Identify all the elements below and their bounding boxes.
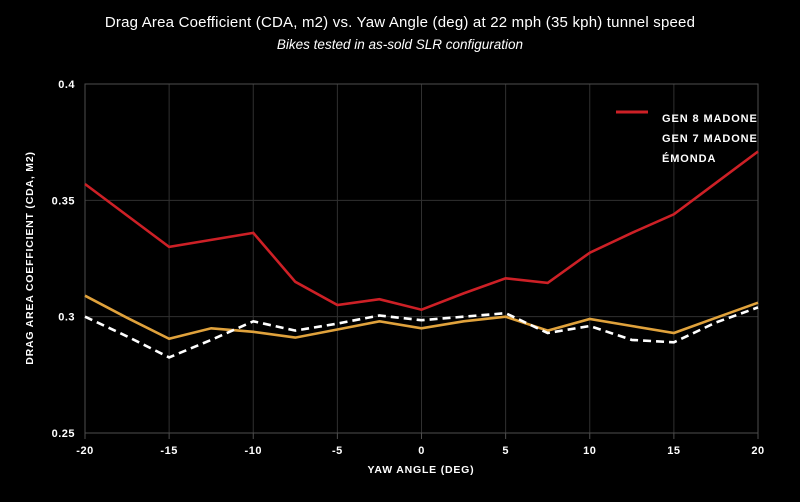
x-tick-label: 15 xyxy=(667,445,680,457)
y-tick-label: 0.3 xyxy=(58,312,75,324)
legend: GEN 8 MADONE GEN 7 MADONE ÉMONDA xyxy=(616,109,758,169)
chart-subtitle: Bikes tested in as-sold SLR configuratio… xyxy=(276,37,524,52)
x-axis-title: YAW ANGLE (DEG) xyxy=(367,464,475,476)
legend-label: ÉMONDA xyxy=(662,153,717,165)
x-tick-label: 5 xyxy=(502,445,509,457)
y-tick-label: 0.25 xyxy=(52,428,75,440)
x-tick-label: -5 xyxy=(332,445,343,457)
x-tick-label: -10 xyxy=(245,445,262,457)
x-tick-label: 0 xyxy=(418,445,425,457)
x-tick-label: 20 xyxy=(751,445,764,457)
y-tick-label: 0.4 xyxy=(58,79,75,91)
legend-item: GEN 7 MADONE xyxy=(616,110,758,149)
legend-label: GEN 8 MADONE xyxy=(662,113,758,125)
series-line-gen-7-madone xyxy=(84,306,759,359)
chart-title: Drag Area Coefficient (CDA, m2) vs. Yaw … xyxy=(104,14,696,31)
x-tick-label: 10 xyxy=(583,445,596,457)
series-line-gen-8-madone xyxy=(84,294,759,341)
legend-label: GEN 7 MADONE xyxy=(662,133,758,145)
legend-item: ÉMONDA xyxy=(616,110,758,169)
series-line--monda xyxy=(84,150,759,312)
x-tick-label: -15 xyxy=(160,445,177,457)
x-tick-label: -20 xyxy=(76,445,93,457)
y-tick-label: 0.35 xyxy=(52,195,75,207)
